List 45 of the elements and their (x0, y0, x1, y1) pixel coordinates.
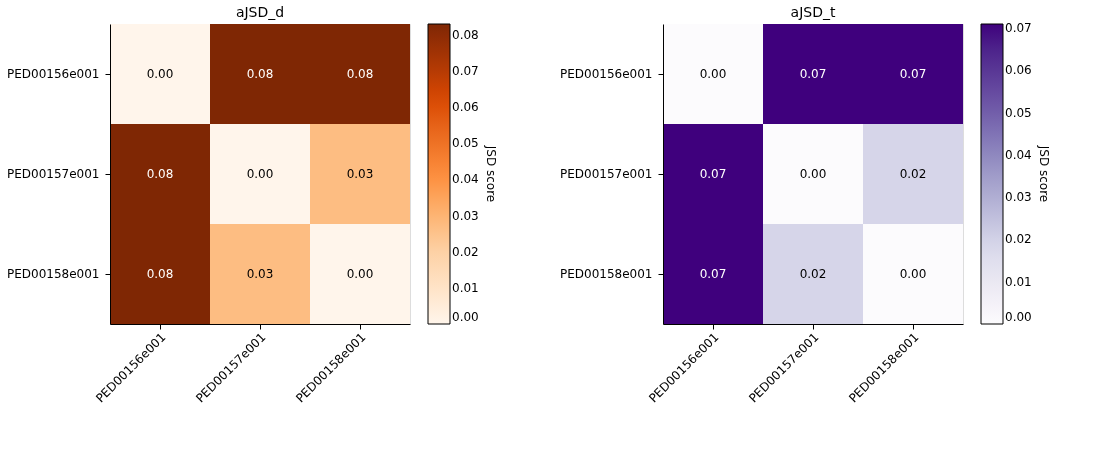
color-bar-label: 0.03 (1005, 190, 1032, 205)
data-label: 0.00 (799, 167, 827, 181)
color-bar-title: JSD score (484, 144, 498, 203)
data-label: 0.00 (246, 167, 274, 181)
color-bar-label: 0.03 (452, 208, 479, 223)
color-bar-label: 0.00 (452, 310, 479, 324)
color-bar-label: 0.07 (1005, 21, 1032, 36)
data-label: 0.08 (346, 67, 374, 81)
chart-title: aJSD_t (790, 4, 836, 20)
color-bar-label: 0.01 (1005, 274, 1032, 289)
data-label: 0.08 (246, 67, 274, 81)
y-tick-label: PED00157e001 (559, 167, 653, 181)
data-label: 0.08 (146, 267, 174, 281)
data-label: 0.08 (146, 167, 174, 181)
y-tick-label: PED00156e001 (559, 67, 653, 81)
color-bar-label: 0.04 (452, 172, 479, 187)
color-bar-label: 0.04 (1005, 147, 1032, 162)
data-label: 0.03 (246, 267, 274, 281)
chart-title: aJSD_d (235, 4, 285, 20)
color-bar-label: 0.07 (452, 63, 479, 78)
data-label: 0.07 (899, 67, 927, 81)
data-label: 0.00 (346, 267, 374, 281)
color-bar-label: 0.00 (1005, 310, 1032, 324)
y-tick-label: PED00158e001 (6, 267, 100, 281)
data-label: 0.03 (346, 167, 374, 181)
data-label: 0.07 (699, 267, 727, 281)
color-bar-label: 0.01 (452, 280, 479, 295)
color-bar-label: 0.02 (1005, 232, 1032, 247)
color-bar-label: 0.06 (1005, 63, 1032, 78)
y-tick-label: PED00156e001 (6, 67, 100, 81)
color-bar-label: 0.02 (452, 244, 479, 259)
color-bar-title: JSD score (1037, 144, 1051, 203)
data-label: 0.07 (799, 67, 827, 81)
data-label: 0.00 (899, 267, 927, 281)
y-tick-label: PED00157e001 (6, 167, 100, 181)
color-bar-label: 0.05 (452, 136, 479, 151)
color-bar-label: 0.08 (452, 27, 479, 42)
data-label: 0.00 (699, 67, 727, 81)
data-label: 0.02 (799, 267, 827, 281)
color-bar-label: 0.06 (452, 100, 479, 115)
data-label: 0.00 (146, 67, 174, 81)
color-bar-label: 0.05 (1005, 105, 1032, 120)
data-label: 0.07 (699, 167, 727, 181)
y-tick-label: PED00158e001 (559, 267, 653, 281)
data-label: 0.02 (899, 167, 927, 181)
